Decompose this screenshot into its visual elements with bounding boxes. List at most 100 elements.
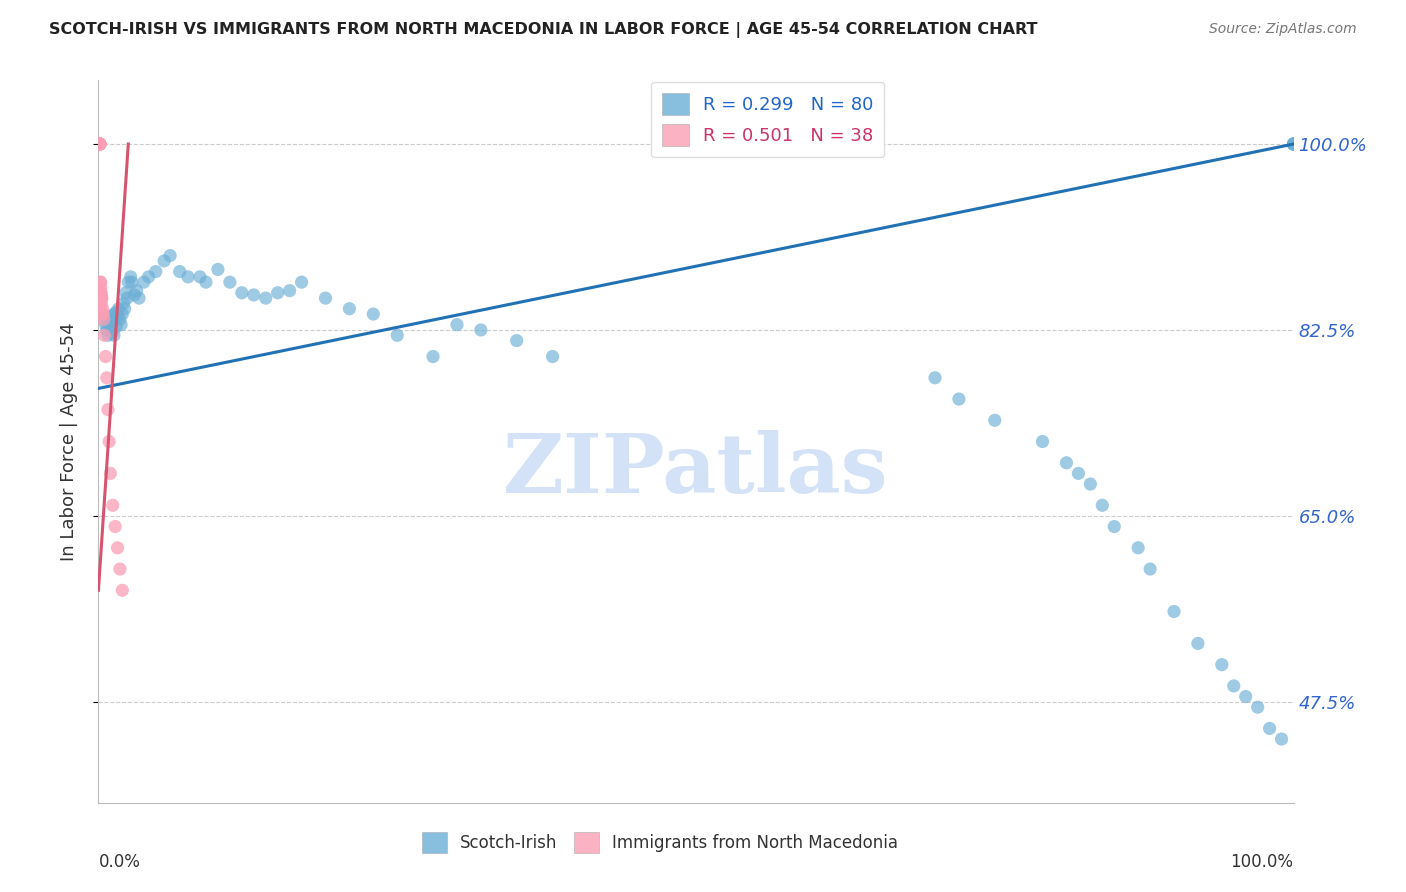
Point [103, 307, 125, 321]
Point [105, 319, 128, 334]
Point [1139, 562, 1161, 576]
Point [188, 269, 211, 284]
Point [339, 301, 361, 316]
Point [1056, 456, 1078, 470]
Point [101, 309, 124, 323]
Point [97, 328, 120, 343]
Text: ZIPatlas: ZIPatlas [503, 431, 889, 510]
Point [107, 301, 129, 316]
Point [89, 275, 111, 289]
Point [267, 285, 290, 300]
Point [1234, 690, 1257, 704]
Point [363, 307, 385, 321]
Point [90, 280, 112, 294]
Point [422, 350, 444, 364]
Point [90, 290, 112, 304]
Point [90, 291, 112, 305]
Point [112, 296, 135, 310]
Point [89, 136, 111, 151]
Point [1091, 498, 1114, 512]
Point [177, 269, 200, 284]
Point [506, 334, 529, 348]
Point [114, 301, 136, 316]
Point [90, 275, 112, 289]
Point [231, 285, 253, 300]
Point [1080, 477, 1102, 491]
Point [103, 328, 125, 343]
Point [984, 413, 1007, 427]
Point [110, 318, 132, 332]
Point [385, 328, 409, 343]
Point [98, 319, 122, 334]
Point [89, 136, 111, 151]
Point [1211, 657, 1233, 672]
Point [1282, 136, 1305, 151]
Point [108, 562, 131, 576]
Point [1282, 136, 1305, 151]
Point [125, 284, 148, 298]
Point [97, 402, 120, 417]
Point [90, 296, 112, 310]
Point [94, 318, 117, 332]
Point [93, 328, 115, 343]
Legend: Scotch-Irish, Immigrants from North Macedonia: Scotch-Irish, Immigrants from North Mace… [415, 826, 905, 860]
Point [1247, 700, 1270, 714]
Point [219, 275, 242, 289]
Point [159, 249, 181, 263]
Point [207, 262, 229, 277]
Point [1128, 541, 1150, 555]
Point [90, 301, 112, 316]
Y-axis label: In Labor Force | Age 45-54: In Labor Force | Age 45-54 [59, 322, 77, 561]
Point [1032, 434, 1054, 449]
Text: SCOTCH-IRISH VS IMMIGRANTS FROM NORTH MACEDONIA IN LABOR FORCE | AGE 45-54 CORRE: SCOTCH-IRISH VS IMMIGRANTS FROM NORTH MA… [49, 22, 1038, 38]
Point [91, 307, 114, 321]
Point [115, 285, 138, 300]
Point [315, 291, 337, 305]
Point [924, 371, 946, 385]
Point [121, 275, 143, 289]
Point [1271, 732, 1294, 747]
Point [89, 136, 111, 151]
Point [948, 392, 970, 406]
Point [1223, 679, 1246, 693]
Point [101, 498, 124, 512]
Point [98, 467, 122, 481]
Text: Source: ZipAtlas.com: Source: ZipAtlas.com [1209, 22, 1357, 37]
Point [104, 519, 127, 533]
Point [115, 291, 138, 305]
Point [153, 254, 176, 268]
Point [120, 269, 142, 284]
Point [1282, 136, 1305, 151]
Point [100, 326, 122, 341]
Point [470, 323, 492, 337]
Point [108, 312, 131, 326]
Text: 0.0%: 0.0% [98, 854, 141, 871]
Point [91, 301, 114, 316]
Point [1187, 636, 1209, 650]
Point [117, 275, 139, 289]
Point [89, 291, 111, 305]
Point [195, 275, 218, 289]
Point [90, 285, 112, 300]
Text: 100.0%: 100.0% [1230, 854, 1294, 871]
Point [91, 291, 114, 305]
Point [89, 285, 111, 300]
Point [90, 285, 112, 300]
Point [254, 291, 277, 305]
Point [91, 307, 114, 321]
Point [90, 288, 112, 302]
Point [89, 136, 111, 151]
Point [107, 309, 129, 323]
Point [111, 583, 134, 598]
Point [89, 136, 111, 151]
Point [98, 434, 121, 449]
Point [1104, 519, 1126, 533]
Point [541, 350, 564, 364]
Point [89, 136, 111, 151]
Point [93, 312, 115, 326]
Point [101, 316, 124, 330]
Point [446, 318, 468, 332]
Point [89, 136, 111, 151]
Point [138, 269, 160, 284]
Point [1282, 136, 1305, 151]
